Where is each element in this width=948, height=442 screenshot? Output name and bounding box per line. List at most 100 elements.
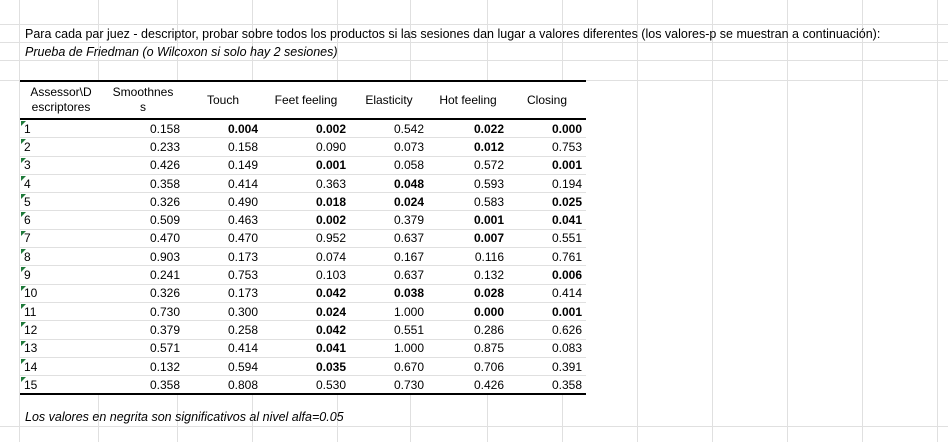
assessor-cell[interactable]: 9 — [20, 265, 102, 285]
pvalue-cell[interactable]: 0.326 — [102, 192, 184, 212]
pvalue-cell[interactable]: 0.571 — [102, 339, 184, 358]
pvalue-cell[interactable]: 0.007 — [428, 229, 508, 249]
pvalue-cell[interactable]: 0.041 — [508, 210, 586, 230]
pvalue-cell[interactable]: 0.426 — [102, 156, 184, 175]
pvalue-cell[interactable]: 0.073 — [350, 137, 428, 157]
pvalue-cell[interactable]: 1.000 — [350, 302, 428, 322]
pvalue-cell[interactable]: 0.391 — [508, 357, 586, 377]
pvalue-cell[interactable]: 0.167 — [350, 247, 428, 267]
pvalue-cell[interactable]: 0.025 — [508, 192, 586, 212]
pvalue-cell[interactable]: 0.035 — [262, 357, 350, 377]
pvalue-cell[interactable]: 0.001 — [508, 156, 586, 175]
pvalue-cell[interactable]: 0.001 — [428, 210, 508, 230]
pvalue-cell[interactable]: 1.000 — [350, 339, 428, 358]
pvalue-cell[interactable]: 0.753 — [184, 265, 262, 285]
pvalue-cell[interactable]: 0.470 — [184, 229, 262, 249]
pvalue-cell[interactable]: 0.572 — [428, 156, 508, 175]
pvalue-cell[interactable]: 0.875 — [428, 339, 508, 358]
pvalue-cell[interactable]: 0.903 — [102, 247, 184, 267]
pvalue-cell[interactable]: 0.000 — [428, 302, 508, 322]
pvalue-cell[interactable]: 0.414 — [184, 339, 262, 358]
pvalue-cell[interactable]: 0.379 — [102, 320, 184, 340]
pvalue-cell[interactable]: 0.194 — [508, 174, 586, 194]
assessor-cell[interactable]: 6 — [20, 210, 102, 230]
pvalue-cell[interactable]: 0.509 — [102, 210, 184, 230]
assessor-cell[interactable]: 10 — [20, 284, 102, 303]
pvalue-cell[interactable]: 0.363 — [262, 174, 350, 194]
pvalue-cell[interactable]: 0.042 — [262, 320, 350, 340]
pvalue-cell[interactable]: 0.006 — [508, 265, 586, 285]
pvalue-cell[interactable]: 0.041 — [262, 339, 350, 358]
pvalue-cell[interactable]: 0.637 — [350, 229, 428, 249]
pvalue-cell[interactable]: 0.002 — [262, 210, 350, 230]
pvalue-cell[interactable]: 0.463 — [184, 210, 262, 230]
pvalue-cell[interactable]: 0.286 — [428, 320, 508, 340]
pvalue-cell[interactable]: 0.158 — [102, 119, 184, 139]
assessor-cell[interactable]: 8 — [20, 247, 102, 267]
assessor-cell[interactable]: 13 — [20, 339, 102, 358]
pvalue-cell[interactable]: 0.551 — [350, 320, 428, 340]
pvalue-cell[interactable]: 0.103 — [262, 265, 350, 285]
pvalue-cell[interactable]: 0.028 — [428, 284, 508, 303]
pvalue-cell[interactable]: 0.326 — [102, 284, 184, 303]
pvalue-cell[interactable]: 0.593 — [428, 174, 508, 194]
pvalue-cell[interactable]: 0.241 — [102, 265, 184, 285]
pvalue-cell[interactable]: 0.018 — [262, 192, 350, 212]
pvalue-cell[interactable]: 0.358 — [102, 375, 184, 396]
pvalue-cell[interactable]: 0.173 — [184, 247, 262, 267]
pvalue-cell[interactable]: 0.048 — [350, 174, 428, 194]
assessor-cell[interactable]: 4 — [20, 174, 102, 194]
pvalue-cell[interactable]: 0.414 — [508, 284, 586, 303]
pvalue-cell[interactable]: 0.551 — [508, 229, 586, 249]
pvalue-cell[interactable]: 0.426 — [428, 375, 508, 396]
pvalue-cell[interactable]: 0.730 — [102, 302, 184, 322]
assessor-cell[interactable]: 3 — [20, 156, 102, 175]
pvalue-cell[interactable]: 0.670 — [350, 357, 428, 377]
pvalue-cell[interactable]: 0.116 — [428, 247, 508, 267]
pvalue-cell[interactable]: 0.132 — [102, 357, 184, 377]
assessor-cell[interactable]: 12 — [20, 320, 102, 340]
pvalue-cell[interactable]: 0.038 — [350, 284, 428, 303]
pvalue-cell[interactable]: 0.258 — [184, 320, 262, 340]
pvalue-cell[interactable]: 0.542 — [350, 119, 428, 139]
pvalue-cell[interactable]: 0.761 — [508, 247, 586, 267]
assessor-cell[interactable]: 14 — [20, 357, 102, 377]
pvalue-cell[interactable]: 0.358 — [102, 174, 184, 194]
pvalue-cell[interactable]: 0.379 — [350, 210, 428, 230]
pvalue-cell[interactable]: 0.753 — [508, 137, 586, 157]
pvalue-cell[interactable]: 0.583 — [428, 192, 508, 212]
pvalue-cell[interactable]: 0.001 — [508, 302, 586, 322]
pvalue-cell[interactable]: 0.300 — [184, 302, 262, 322]
assessor-cell[interactable]: 2 — [20, 137, 102, 157]
pvalue-cell[interactable]: 0.004 — [184, 119, 262, 139]
pvalue-cell[interactable]: 0.024 — [350, 192, 428, 212]
pvalue-cell[interactable]: 0.706 — [428, 357, 508, 377]
pvalue-cell[interactable]: 0.530 — [262, 375, 350, 396]
pvalue-cell[interactable]: 0.012 — [428, 137, 508, 157]
pvalue-cell[interactable]: 0.594 — [184, 357, 262, 377]
assessor-cell[interactable]: 1 — [20, 119, 102, 139]
pvalue-cell[interactable]: 0.074 — [262, 247, 350, 267]
pvalue-cell[interactable]: 0.414 — [184, 174, 262, 194]
pvalue-cell[interactable]: 0.952 — [262, 229, 350, 249]
pvalue-cell[interactable]: 0.808 — [184, 375, 262, 396]
pvalue-cell[interactable]: 0.002 — [262, 119, 350, 139]
pvalue-cell[interactable]: 0.024 — [262, 302, 350, 322]
pvalue-cell[interactable]: 0.470 — [102, 229, 184, 249]
pvalue-cell[interactable]: 0.149 — [184, 156, 262, 175]
pvalue-cell[interactable]: 0.626 — [508, 320, 586, 340]
pvalue-cell[interactable]: 0.233 — [102, 137, 184, 157]
pvalue-cell[interactable]: 0.358 — [508, 375, 586, 396]
pvalue-cell[interactable]: 0.730 — [350, 375, 428, 396]
pvalue-cell[interactable]: 0.058 — [350, 156, 428, 175]
pvalue-cell[interactable]: 0.173 — [184, 284, 262, 303]
pvalue-cell[interactable]: 0.090 — [262, 137, 350, 157]
pvalue-cell[interactable]: 0.001 — [262, 156, 350, 175]
pvalue-cell[interactable]: 0.083 — [508, 339, 586, 358]
pvalue-cell[interactable]: 0.132 — [428, 265, 508, 285]
pvalue-cell[interactable]: 0.490 — [184, 192, 262, 212]
pvalue-cell[interactable]: 0.042 — [262, 284, 350, 303]
pvalue-cell[interactable]: 0.022 — [428, 119, 508, 139]
pvalue-cell[interactable]: 0.637 — [350, 265, 428, 285]
pvalue-cell[interactable]: 0.000 — [508, 119, 586, 139]
